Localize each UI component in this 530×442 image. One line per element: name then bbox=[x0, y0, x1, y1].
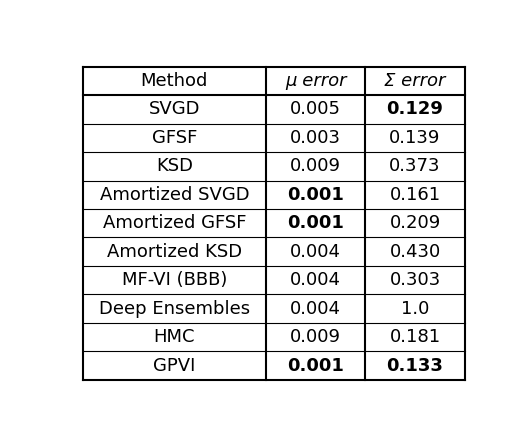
Text: 0.009: 0.009 bbox=[290, 157, 341, 175]
Text: 0.139: 0.139 bbox=[390, 129, 441, 147]
Text: 1.0: 1.0 bbox=[401, 300, 429, 318]
Text: 0.001: 0.001 bbox=[287, 214, 344, 232]
Text: Σ error: Σ error bbox=[384, 72, 446, 90]
Text: 0.005: 0.005 bbox=[290, 100, 341, 118]
Text: 0.430: 0.430 bbox=[390, 243, 440, 261]
Text: 0.303: 0.303 bbox=[390, 271, 440, 289]
Text: 0.373: 0.373 bbox=[389, 157, 441, 175]
Text: HMC: HMC bbox=[154, 328, 195, 346]
Text: Method: Method bbox=[140, 72, 208, 90]
Text: 0.003: 0.003 bbox=[290, 129, 341, 147]
Text: SVGD: SVGD bbox=[148, 100, 200, 118]
Text: 0.001: 0.001 bbox=[287, 186, 344, 204]
Text: GPVI: GPVI bbox=[153, 357, 196, 374]
Text: 0.129: 0.129 bbox=[386, 100, 444, 118]
Text: 0.133: 0.133 bbox=[386, 357, 444, 374]
Text: 0.001: 0.001 bbox=[287, 357, 344, 374]
Text: MF-VI (BBB): MF-VI (BBB) bbox=[122, 271, 227, 289]
Text: 0.004: 0.004 bbox=[290, 271, 341, 289]
Text: 0.181: 0.181 bbox=[390, 328, 440, 346]
Text: 0.209: 0.209 bbox=[390, 214, 440, 232]
Text: Amortized SVGD: Amortized SVGD bbox=[100, 186, 249, 204]
Text: Deep Ensembles: Deep Ensembles bbox=[99, 300, 250, 318]
Text: Amortized KSD: Amortized KSD bbox=[107, 243, 242, 261]
Text: GFSF: GFSF bbox=[152, 129, 197, 147]
Text: KSD: KSD bbox=[156, 157, 193, 175]
Text: 0.004: 0.004 bbox=[290, 300, 341, 318]
Text: 0.009: 0.009 bbox=[290, 328, 341, 346]
Text: 0.161: 0.161 bbox=[390, 186, 440, 204]
Text: μ error: μ error bbox=[285, 72, 347, 90]
Text: 0.004: 0.004 bbox=[290, 243, 341, 261]
Text: Amortized GFSF: Amortized GFSF bbox=[103, 214, 246, 232]
